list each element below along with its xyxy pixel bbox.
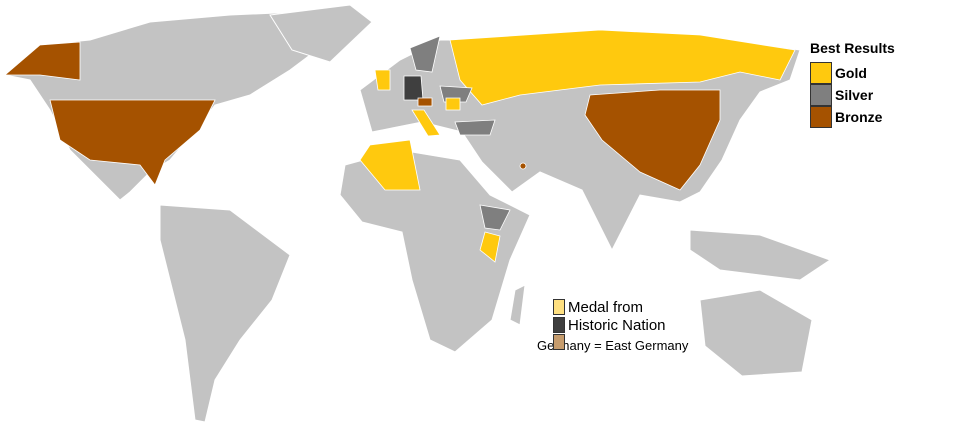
legend-item-gold: Gold <box>810 62 895 84</box>
silver-swatch <box>810 84 832 106</box>
legend-title: Best Results <box>810 40 895 56</box>
africa <box>339 149 531 353</box>
historic-label: Medal from <box>568 298 644 316</box>
country-italy-gold <box>411 109 441 137</box>
country-usa-bronze <box>49 99 216 186</box>
historic-item <box>537 334 688 352</box>
greenland <box>269 4 373 63</box>
historic-item: Historic Nation <box>537 316 688 334</box>
best-results-legend: Best Results Gold Silver Bronze <box>810 40 895 128</box>
country-uk-gold <box>374 69 391 91</box>
historic-label: Historic Nation <box>568 316 666 334</box>
country-kenya-gold <box>479 231 501 263</box>
south-america <box>159 204 291 423</box>
historic-item: Medal from <box>537 298 688 316</box>
historic-nation-legend: Medal from Historic Nation Germany = Eas… <box>537 298 689 354</box>
country-algeria-gold <box>359 139 421 191</box>
country-germany-historic <box>403 75 424 101</box>
country-alaska-bronze <box>3 41 81 81</box>
historic-bronze-swatch <box>553 334 565 350</box>
legend-label: Gold <box>835 65 867 81</box>
country-scandinavia-silver <box>409 35 441 73</box>
country-russia-gold <box>449 29 796 106</box>
historic-silver-swatch <box>553 317 565 333</box>
legend-item-silver: Silver <box>810 84 895 106</box>
gold-swatch <box>810 62 832 84</box>
country-turkey-silver <box>454 119 496 136</box>
madagascar <box>509 284 526 326</box>
country-qatar-bronze <box>519 162 527 170</box>
country-hungary-bronze <box>417 97 433 107</box>
bronze-swatch <box>810 106 832 128</box>
historic-note: Germany = East Germany <box>537 338 689 353</box>
legend-label: Silver <box>835 87 874 103</box>
country-romania-gold <box>445 97 461 111</box>
legend-item-bronze: Bronze <box>810 106 895 128</box>
country-china-bronze <box>584 89 721 191</box>
country-ethiopia-silver <box>479 204 511 231</box>
southeast-asia-islands <box>689 229 832 281</box>
australia <box>699 289 813 377</box>
legend-label: Bronze <box>835 109 883 125</box>
historic-gold-swatch <box>553 299 565 315</box>
